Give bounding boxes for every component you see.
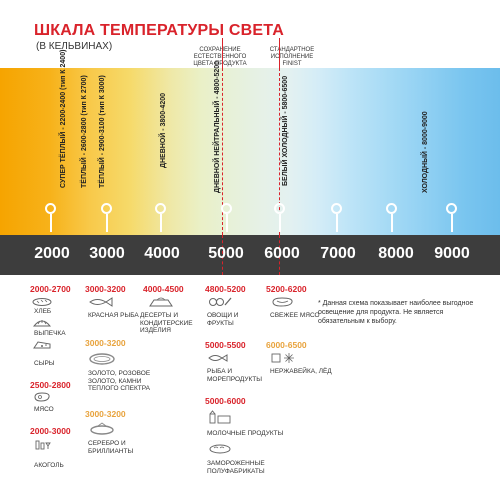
page-title: ШКАЛА ТЕМПЕРАТУРЫ СВЕТА	[34, 22, 284, 39]
seafood-icon	[208, 354, 228, 362]
marker-circle	[274, 203, 285, 214]
spectrum-label-cold: ХОЛОДНЫЙ - 8000-9000	[422, 111, 429, 193]
spectrum-label-cold-white: БЕЛЫЙ ХОЛОДНЫЙ - 5800-6500	[282, 75, 289, 186]
item-label: ХЛЕБ	[34, 308, 52, 315]
fish-icon	[89, 297, 113, 307]
marker-stem	[226, 214, 228, 232]
group-heading: 6000-6500	[266, 340, 307, 350]
group-heading: 4800-5200	[205, 284, 246, 294]
marker-circle	[446, 203, 457, 214]
cheese-icon	[33, 341, 51, 349]
dashed-line-finist-bar	[279, 235, 280, 275]
marker-stem	[50, 214, 52, 232]
kelvin-2000: 2000	[34, 245, 70, 262]
item-label: ЗОЛОТО, РОЗОВОЕ ЗОЛОТО, КАМНИ ТЕПЛОГО СП…	[88, 370, 151, 392]
marker-circle	[386, 203, 397, 214]
spectrum-label-super-warm: СУПЕР ТЁПЛЫЙ - 2200-2400 (тип К 2400)	[60, 49, 67, 188]
kelvin-4000: 4000	[144, 245, 180, 262]
spectrum-label-warm-2700: ТЁПЛЫЙ - 2600-2800 (тип К 2700)	[81, 75, 88, 188]
dashed-line-finist	[279, 68, 280, 235]
group-heading: 3000-3200	[85, 409, 126, 419]
item-label: СВЕЖЕЕ МЯСО	[270, 312, 320, 319]
footnote: * Данная схема показывает наиболее выгод…	[318, 300, 474, 325]
group-heading: 3000-3200	[85, 338, 126, 348]
meat-icon	[34, 392, 50, 402]
marker-circle	[45, 203, 56, 214]
marker-stem	[106, 214, 108, 232]
item-label: МОЛОЧНЫЕ ПРОДУКТЫ	[207, 430, 284, 437]
alcohol-icon	[35, 440, 51, 450]
dashed-line-natural	[222, 68, 223, 235]
dashed-line-natural-bar	[222, 235, 223, 275]
marker-stem	[451, 214, 453, 232]
marker-stem	[279, 214, 281, 232]
kelvin-6000: 6000	[264, 245, 300, 262]
page-subtitle: (В КЕЛЬВИНАХ)	[36, 41, 113, 52]
marker-circle	[155, 203, 166, 214]
item-label: ВЫПЕЧКА	[34, 330, 66, 337]
vegetables-icon	[209, 297, 232, 306]
callout-finist: СТАНДАРТНОЕ ИСПОЛНЕНИЕ FINIST	[269, 47, 315, 67]
item-label: СЫРЫ	[34, 360, 55, 367]
frozen-food-icon	[209, 444, 231, 454]
marker-circle	[101, 203, 112, 214]
group-heading: 5200-6200	[266, 284, 307, 294]
item-label: НЕРЖАВЕЙКА, ЛЁД	[270, 368, 332, 375]
bread-icon	[32, 298, 52, 306]
silver-ring-icon	[90, 422, 114, 435]
callout-finist-line	[279, 38, 280, 68]
item-label: АКОГОЛЬ	[34, 462, 64, 469]
kelvin-5000: 5000	[208, 245, 244, 262]
item-label: ДЕСЕРТЫ И КОНДИТЕРСКИЕ ИЗДЕЛИЯ	[140, 312, 193, 334]
marker-stem	[391, 214, 393, 232]
group-heading: 4000-4500	[143, 284, 184, 294]
kelvin-scale-bar: 2000 3000 4000 5000 6000 7000 8000 9000	[0, 235, 500, 275]
marker-circle	[221, 203, 232, 214]
dairy-icon	[209, 410, 231, 424]
item-label: МЯСО	[34, 406, 54, 413]
kelvin-8000: 8000	[378, 245, 414, 262]
ring-icon	[89, 353, 115, 365]
kelvin-3000: 3000	[89, 245, 125, 262]
callout-natural-color: СОХРАНЕНИЕ ЕСТЕСТВЕННОГО ЦВЕТА ПРОДУКТА	[193, 47, 247, 67]
kelvin-9000: 9000	[434, 245, 470, 262]
fresh-meat-icon	[272, 297, 293, 307]
group-heading: 5000-6000	[205, 396, 246, 406]
stainless-ice-icon	[271, 353, 294, 363]
dessert-icon	[149, 297, 173, 307]
marker-stem	[160, 214, 162, 232]
spectrum-label-warm-3000: ТЁПЛЫЙ - 2900-3100 (тип К 3000)	[99, 75, 106, 188]
item-label: ЗАМОРОЖЕННЫЕ ПОЛУФАБРИКАТЫ	[207, 460, 265, 475]
group-heading: 5000-5500	[205, 340, 246, 350]
group-heading: 2000-3000	[30, 426, 71, 436]
group-heading: 3000-3200	[85, 284, 126, 294]
item-label: РЫБА И МОРЕПРОДУКТЫ	[207, 368, 263, 383]
item-label: СЕРЕБРО И БРИЛЛИАНТЫ	[88, 440, 134, 455]
spectrum-label-daylight-neutral: ДНЕВНОЙ НЕЙТРАЛЬНЫЙ - 4800-5200	[214, 60, 221, 193]
callout-natural-line	[222, 38, 223, 68]
color-spectrum: СУПЕР ТЁПЛЫЙ - 2200-2400 (тип К 2400) ТЁ…	[0, 50, 500, 235]
group-heading: 2000-2700	[30, 284, 71, 294]
marker-circle	[331, 203, 342, 214]
spectrum-label-daylight: ДНЕВНОЙ - 3800-4200	[160, 93, 167, 168]
marker-stem	[336, 214, 338, 232]
pastry-icon	[32, 320, 52, 327]
item-label: КРАСНАЯ РЫБА	[88, 312, 139, 319]
kelvin-7000: 7000	[320, 245, 356, 262]
group-heading: 2500-2800	[30, 380, 71, 390]
item-label: ОВОЩИ И ФРУКТЫ	[207, 312, 239, 327]
